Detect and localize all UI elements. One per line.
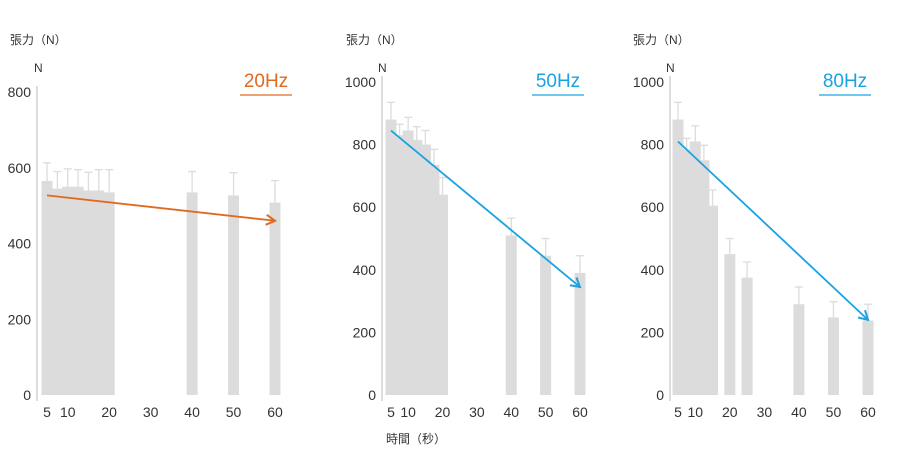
- x-axis-label: 時間（秒）: [386, 432, 447, 446]
- panel-0: 張力（N） N 0 200 400 600 800 5 10 20 30 40 50 60 20Hz: [8, 33, 292, 420]
- y-tick-label: 800: [353, 137, 377, 153]
- x-tick-label: 10: [60, 404, 76, 420]
- y-axis-unit: N: [666, 61, 675, 75]
- x-tick-label: 50: [826, 404, 842, 420]
- x-tick-label: 30: [469, 404, 485, 420]
- bar: [72, 186, 84, 395]
- x-tick-label: 40: [184, 404, 200, 420]
- x-tick-label: 20: [722, 404, 738, 420]
- bar: [741, 277, 753, 395]
- bar: [402, 130, 414, 395]
- bar: [428, 164, 440, 395]
- bar: [540, 255, 552, 395]
- trend-arrow: [390, 129, 582, 289]
- y-tick-label: 400: [353, 262, 377, 278]
- y-tick-label: 0: [368, 387, 376, 403]
- trend-arrow: [46, 194, 278, 226]
- bar: [411, 139, 423, 395]
- x-tick-label: 60: [267, 404, 283, 420]
- x-tick-label: 30: [757, 404, 773, 420]
- y-axis-title: 張力（N）: [633, 33, 690, 47]
- y-axis-unit: N: [378, 61, 387, 75]
- x-tick-label: 40: [503, 404, 519, 420]
- bar: [681, 149, 693, 395]
- bar: [689, 141, 701, 395]
- bar: [82, 190, 94, 395]
- bar: [186, 192, 198, 395]
- bar: [93, 190, 105, 395]
- y-tick-label: 600: [8, 160, 32, 176]
- y-axis-title: 張力（N）: [346, 33, 403, 47]
- y-tick-label: 0: [656, 387, 664, 403]
- x-tick-label: 50: [538, 404, 554, 420]
- y-tick-label: 200: [8, 311, 32, 327]
- bar: [437, 194, 449, 395]
- y-tick-label: 1000: [633, 74, 664, 90]
- bar: [574, 272, 586, 395]
- y-tick-label: 200: [353, 324, 377, 340]
- x-tick-label: 10: [400, 404, 416, 420]
- bar: [707, 205, 719, 395]
- frequency-label: 50Hz: [536, 71, 580, 92]
- y-tick-label: 400: [641, 262, 665, 278]
- frequency-label: 80Hz: [823, 71, 867, 92]
- bar: [672, 119, 684, 395]
- y-tick-label: 800: [641, 137, 665, 153]
- bar: [419, 144, 431, 395]
- x-tick-label: 50: [226, 404, 242, 420]
- y-tick-label: 200: [641, 324, 665, 340]
- y-tick-label: 0: [23, 387, 31, 403]
- y-tick-label: 400: [8, 236, 32, 252]
- x-tick-label: 20: [435, 404, 451, 420]
- bar: [385, 119, 397, 395]
- x-tick-label: 5: [674, 404, 682, 420]
- bar: [394, 135, 406, 395]
- bar: [62, 186, 74, 395]
- x-tick-label: 10: [687, 404, 703, 420]
- x-tick-label: 5: [387, 404, 395, 420]
- bar: [505, 235, 517, 395]
- x-tick-label: 60: [572, 404, 588, 420]
- x-tick-label: 40: [791, 404, 807, 420]
- y-tick-label: 600: [353, 199, 377, 215]
- bar: [862, 320, 874, 395]
- bar: [724, 254, 736, 395]
- frequency-label: 20Hz: [244, 71, 288, 92]
- x-tick-label: 30: [143, 404, 159, 420]
- y-tick-label: 600: [641, 199, 665, 215]
- y-tick-label: 1000: [345, 74, 376, 90]
- y-tick-label: 800: [8, 84, 32, 100]
- y-axis-unit: N: [34, 61, 43, 75]
- trend-arrow: [677, 140, 870, 322]
- bar: [793, 304, 805, 395]
- bar: [827, 317, 839, 395]
- x-tick-label: 5: [43, 404, 51, 420]
- x-tick-label: 60: [860, 404, 876, 420]
- bar: [103, 192, 115, 395]
- bar: [698, 160, 710, 395]
- bar: [228, 195, 240, 395]
- bar: [51, 188, 63, 395]
- bar: [41, 181, 53, 395]
- bar: [269, 202, 281, 395]
- x-tick-label: 20: [101, 404, 117, 420]
- y-axis-title: 張力（N）: [10, 33, 67, 47]
